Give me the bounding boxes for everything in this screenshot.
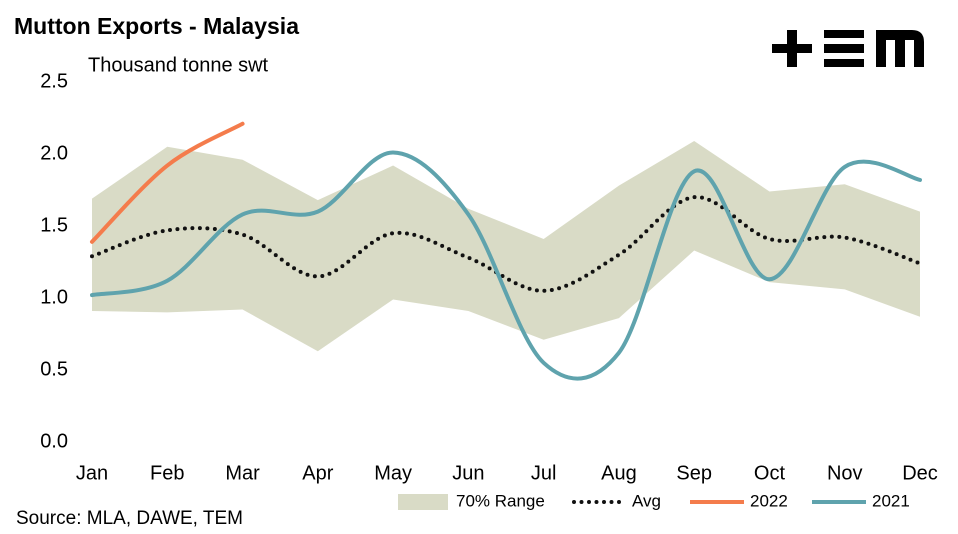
legend-swatch bbox=[398, 494, 448, 510]
x-tick-label: Jun bbox=[452, 462, 484, 484]
line-solid bbox=[90, 121, 245, 244]
x-tick-label: Feb bbox=[150, 462, 184, 484]
x-tick-label: May bbox=[374, 462, 412, 484]
x-tick-label: Aug bbox=[601, 462, 637, 484]
x-tick-label: Jul bbox=[531, 462, 557, 484]
x-tick-label: Oct bbox=[754, 462, 786, 484]
legend-item: 2022 bbox=[690, 491, 788, 510]
x-tick-label: Jan bbox=[76, 462, 108, 484]
logo bbox=[772, 30, 924, 67]
y-tick-label: 2.5 bbox=[40, 70, 68, 92]
chart-title: Mutton Exports - Malaysia bbox=[14, 13, 299, 39]
x-tick-label: Sep bbox=[676, 462, 712, 484]
y-tick-label: 0.5 bbox=[40, 358, 68, 380]
chart-subtitle: Thousand tonne swt bbox=[88, 54, 269, 76]
legend-item: 70% Range bbox=[398, 491, 545, 510]
legend-label: 70% Range bbox=[456, 491, 545, 510]
legend-label: 2021 bbox=[872, 491, 910, 510]
y-tick-label: 1.0 bbox=[40, 286, 68, 308]
line-solid bbox=[90, 150, 922, 381]
y-tick-label: 2.0 bbox=[40, 142, 68, 164]
source: Source: MLA, DAWE, TEM bbox=[16, 508, 243, 529]
y-tick-label: 0.0 bbox=[40, 430, 68, 452]
legend-item: Avg bbox=[572, 491, 661, 510]
x-tick-label: Apr bbox=[302, 462, 333, 484]
x-tick-label: Nov bbox=[827, 462, 863, 484]
x-tick-label: Dec bbox=[902, 462, 938, 484]
x-tick-label: Mar bbox=[225, 462, 260, 484]
range-area bbox=[92, 141, 920, 352]
legend-label: Avg bbox=[632, 491, 661, 510]
legend-item: 2021 bbox=[812, 491, 910, 510]
line-dotted bbox=[90, 195, 922, 293]
y-tick-label: 1.5 bbox=[40, 214, 68, 236]
legend-label: 2022 bbox=[750, 491, 788, 510]
